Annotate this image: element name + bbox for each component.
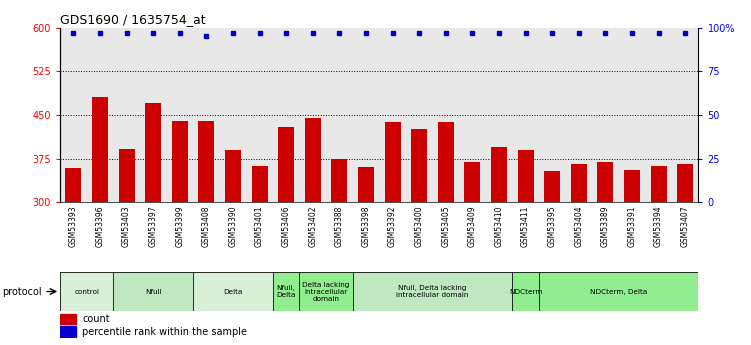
Text: GSM53393: GSM53393 <box>69 206 78 247</box>
Text: GSM53404: GSM53404 <box>575 206 584 247</box>
Text: Delta lacking
intracellular
domain: Delta lacking intracellular domain <box>303 282 350 302</box>
Bar <box>464 161 481 202</box>
Bar <box>624 170 640 202</box>
Bar <box>512 272 539 311</box>
Bar <box>544 171 560 202</box>
Text: GSM53392: GSM53392 <box>388 206 397 247</box>
Bar <box>517 150 533 202</box>
Text: GSM53395: GSM53395 <box>547 206 556 247</box>
Bar <box>438 122 454 202</box>
Bar <box>305 118 321 202</box>
Text: Nfull,
Delta: Nfull, Delta <box>276 285 296 298</box>
Bar <box>225 150 241 202</box>
Text: GSM53388: GSM53388 <box>335 206 344 247</box>
Text: GSM53390: GSM53390 <box>228 206 237 247</box>
Text: GSM53401: GSM53401 <box>255 206 264 247</box>
Text: protocol: protocol <box>2 287 41 296</box>
Text: count: count <box>83 314 110 324</box>
Text: NDCterm, Delta: NDCterm, Delta <box>590 288 647 295</box>
Text: Delta: Delta <box>223 288 243 295</box>
Bar <box>273 272 300 311</box>
Bar <box>92 97 108 202</box>
Bar <box>650 166 667 202</box>
Text: GSM53394: GSM53394 <box>654 206 663 247</box>
Text: GSM53400: GSM53400 <box>415 206 424 247</box>
Bar <box>60 326 76 337</box>
Bar <box>677 165 693 202</box>
Bar <box>278 127 294 202</box>
Text: GSM53407: GSM53407 <box>680 206 689 247</box>
Bar <box>571 165 587 202</box>
Text: GSM53410: GSM53410 <box>494 206 503 247</box>
Text: control: control <box>74 288 99 295</box>
Text: GSM53396: GSM53396 <box>95 206 104 247</box>
Bar <box>331 159 347 202</box>
Text: GSM53403: GSM53403 <box>122 206 131 247</box>
Bar <box>252 166 267 202</box>
Text: percentile rank within the sample: percentile rank within the sample <box>83 327 247 337</box>
Text: GSM53389: GSM53389 <box>601 206 610 247</box>
Text: Nfull, Delta lacking
intracellular domain: Nfull, Delta lacking intracellular domai… <box>397 285 469 298</box>
Text: GSM53399: GSM53399 <box>175 206 184 247</box>
Text: GSM53405: GSM53405 <box>442 206 451 247</box>
Bar <box>65 168 81 202</box>
Text: GSM53406: GSM53406 <box>282 206 291 247</box>
Bar <box>358 167 374 202</box>
Text: GDS1690 / 1635754_at: GDS1690 / 1635754_at <box>60 13 206 27</box>
Text: GSM53398: GSM53398 <box>361 206 370 247</box>
Bar <box>385 122 400 202</box>
Text: GSM53397: GSM53397 <box>149 206 158 247</box>
Bar <box>193 272 273 311</box>
Text: Nfull: Nfull <box>145 288 161 295</box>
Text: GSM53402: GSM53402 <box>308 206 317 247</box>
Text: GSM53391: GSM53391 <box>627 206 636 247</box>
Bar <box>145 103 161 202</box>
Bar <box>113 272 193 311</box>
Bar <box>597 161 614 202</box>
Bar <box>198 121 214 202</box>
Text: NDCterm: NDCterm <box>509 288 542 295</box>
Bar <box>172 121 188 202</box>
Text: GSM53409: GSM53409 <box>468 206 477 247</box>
Bar <box>60 272 113 311</box>
Bar <box>539 272 698 311</box>
Bar <box>491 147 507 202</box>
Bar <box>300 272 353 311</box>
Bar <box>119 149 134 202</box>
Text: GSM53408: GSM53408 <box>202 206 211 247</box>
Bar <box>412 129 427 202</box>
Bar <box>353 272 512 311</box>
Text: GSM53411: GSM53411 <box>521 206 530 247</box>
Bar <box>60 314 76 324</box>
